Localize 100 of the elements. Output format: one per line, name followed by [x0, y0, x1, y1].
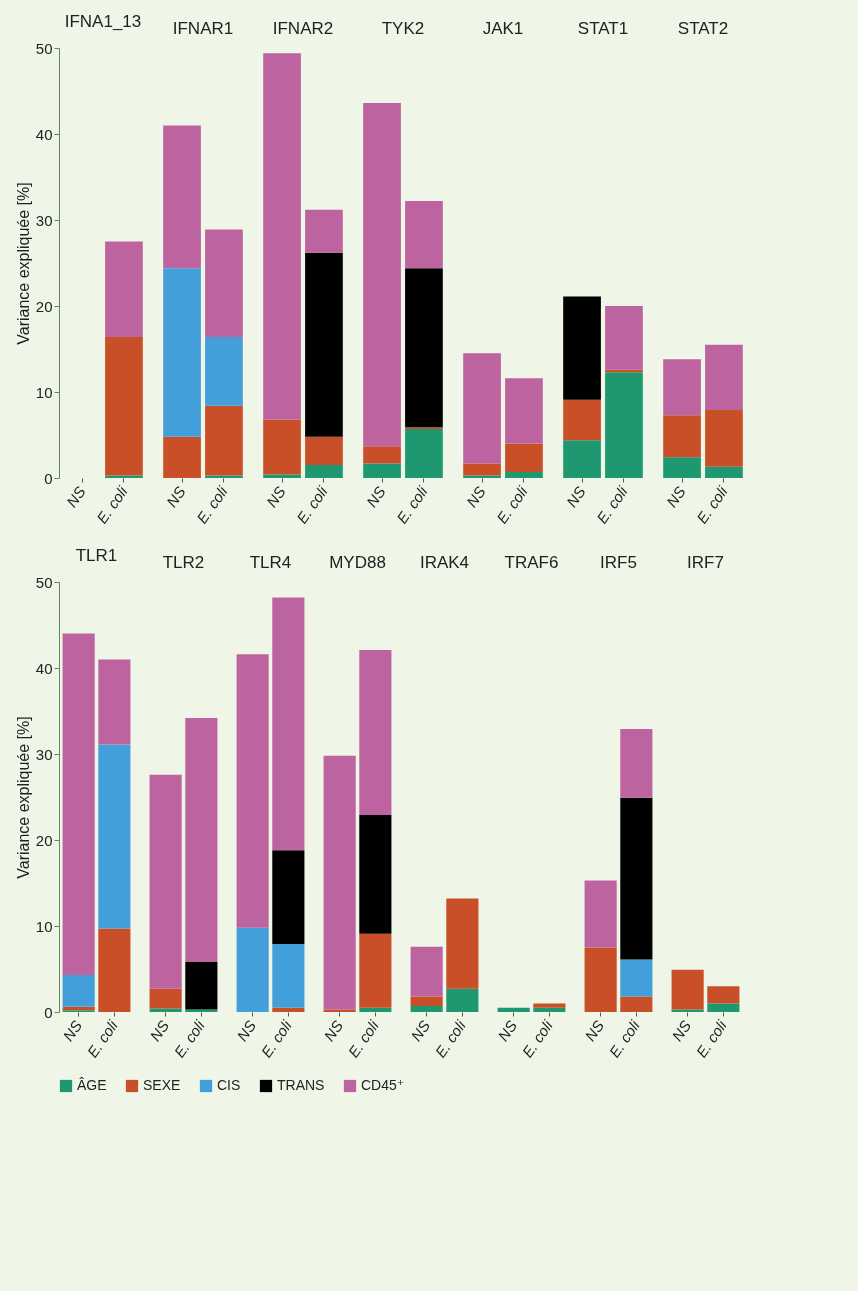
y-tick-label: 0 — [44, 469, 53, 487]
bar — [323, 755, 356, 1010]
bar — [272, 597, 305, 851]
bar — [149, 988, 182, 1009]
bar — [236, 654, 269, 928]
x-tick-label: E. coli — [293, 482, 331, 527]
chart-title: MYD88 — [329, 553, 386, 572]
chart-title: TLR1 — [75, 546, 118, 565]
bar — [563, 296, 601, 400]
x-tick-label: E. coli — [605, 1016, 644, 1061]
bar — [505, 443, 543, 472]
bar — [305, 252, 343, 437]
bar — [185, 1009, 218, 1012]
bar — [505, 378, 543, 444]
x-tick-label: NS — [668, 1017, 695, 1045]
x-tick-label: E. coli — [518, 1016, 557, 1061]
x-tick-label: NS — [233, 1017, 260, 1045]
bar — [463, 353, 501, 464]
bar — [359, 1007, 392, 1012]
y-tick-label: 50 — [35, 39, 53, 57]
bar — [359, 815, 392, 934]
bar — [363, 103, 401, 447]
bar — [584, 880, 617, 948]
bar — [363, 446, 401, 464]
bar — [620, 797, 653, 960]
x-tick-label: E. coli — [344, 1016, 383, 1061]
bar — [663, 415, 701, 458]
bar — [272, 944, 305, 1008]
legend-label: CD45⁺ — [361, 1077, 405, 1093]
bar — [663, 457, 701, 478]
bar — [584, 947, 617, 1012]
y-tick-label: 10 — [35, 917, 53, 935]
x-tick-label: NS — [162, 483, 189, 511]
bar — [363, 463, 401, 478]
bar — [185, 962, 218, 1010]
bar — [563, 399, 601, 441]
bar — [98, 928, 131, 1012]
bar — [705, 410, 743, 467]
x-tick-label: NS — [362, 483, 389, 511]
bar — [263, 53, 301, 420]
bar — [359, 933, 392, 1008]
chart-title: IFNA1_13 — [64, 12, 142, 31]
legend-label: TRANS — [277, 1077, 325, 1093]
chart-title: IRF5 — [600, 553, 637, 572]
bar — [98, 659, 131, 745]
bar — [305, 436, 343, 466]
bar — [205, 475, 243, 478]
bar — [272, 1007, 305, 1012]
chart-title: STAT1 — [577, 19, 629, 38]
y-tick-label: 20 — [35, 831, 53, 849]
bar — [185, 717, 218, 963]
x-tick-label: E. coli — [193, 482, 231, 527]
bar — [705, 344, 743, 411]
bar — [605, 306, 643, 370]
bar — [272, 850, 305, 945]
chart-title: TRAF6 — [504, 553, 559, 572]
bar — [163, 268, 201, 437]
x-tick-label: E. coli — [693, 482, 731, 527]
bar — [305, 465, 343, 478]
bar — [62, 975, 95, 1007]
bar — [446, 898, 479, 989]
legend-label: SEXE — [143, 1077, 181, 1093]
x-tick-label: E. coli — [83, 1016, 122, 1061]
x-tick-label: NS — [581, 1017, 608, 1045]
bar — [671, 1009, 704, 1012]
chart-title: TLR2 — [162, 553, 205, 572]
bar — [405, 268, 443, 428]
bar — [205, 336, 243, 406]
y-tick-label: 30 — [35, 211, 53, 229]
y-tick-label: 20 — [35, 297, 53, 315]
bar — [707, 1003, 740, 1012]
bar — [463, 475, 501, 478]
x-tick-label: E. coli — [593, 482, 631, 527]
x-tick-label: NS — [262, 483, 289, 511]
x-tick-label: E. coli — [431, 1016, 470, 1061]
x-tick-label: E. coli — [493, 482, 531, 527]
bar — [405, 201, 443, 269]
chart-title: IRF7 — [687, 553, 724, 572]
x-tick-label: NS — [320, 1017, 347, 1045]
x-tick-label: NS — [494, 1017, 521, 1045]
bar — [323, 1009, 356, 1012]
chart-title: IRAK4 — [419, 553, 470, 572]
bar — [405, 428, 443, 478]
x-tick-label: NS — [462, 483, 489, 511]
bar — [305, 209, 343, 253]
bar — [705, 466, 743, 478]
bar — [620, 996, 653, 1012]
bar — [563, 440, 601, 478]
bar — [359, 649, 392, 816]
x-tick-label: E. coli — [170, 1016, 209, 1061]
chart-title: JAK1 — [482, 19, 524, 38]
chart-title: TLR4 — [249, 553, 292, 572]
x-tick-label: NS — [59, 1017, 86, 1045]
chart-title: TYK2 — [381, 19, 425, 38]
x-tick-label: E. coli — [257, 1016, 296, 1061]
bar — [62, 633, 95, 976]
bar — [98, 744, 131, 929]
y-tick-label: 10 — [35, 383, 53, 401]
x-tick-label: NS — [407, 1017, 434, 1045]
bar — [620, 729, 653, 798]
